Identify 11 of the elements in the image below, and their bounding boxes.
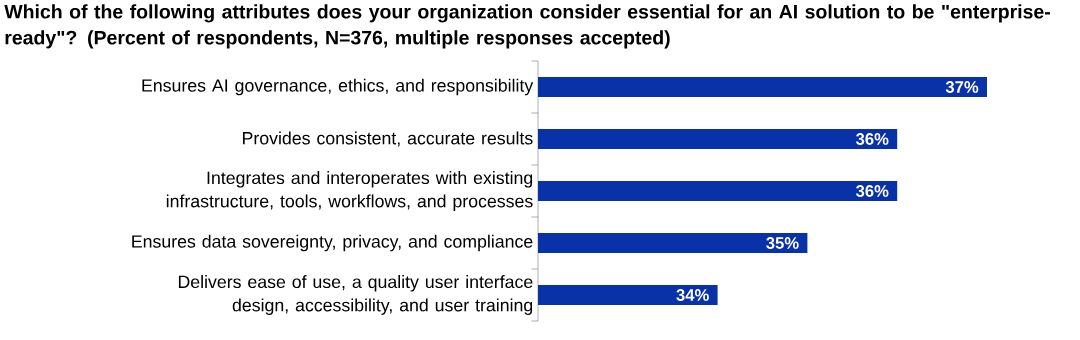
data-label: 34% xyxy=(676,289,709,301)
chart-title: Which of the following attributes does your organization consider essential for an AI solution to be "enterprise-ready"? (Percent of respondents, N=376, multiple responses accepted) xyxy=(4,4,1050,49)
y-tick-label: Integrates and interoperates with existing infrastructure, tools, workflows, and processes xyxy=(166,171,533,211)
y-tick-label: Ensures AI governance, ethics, and responsibility xyxy=(142,78,534,96)
y-tick-label: Provides consistent, accurate results xyxy=(243,131,533,147)
data-label: 36% xyxy=(855,133,889,145)
data-label: 36% xyxy=(855,185,889,197)
y-tick-label: Ensures data sovereignty, privacy, and compliance xyxy=(132,234,533,252)
data-label: 35% xyxy=(766,237,799,249)
data-label: 37% xyxy=(945,81,979,93)
y-tick-label: Delivers ease of use, a quality user interface design, accessibility, and user training xyxy=(178,275,533,315)
